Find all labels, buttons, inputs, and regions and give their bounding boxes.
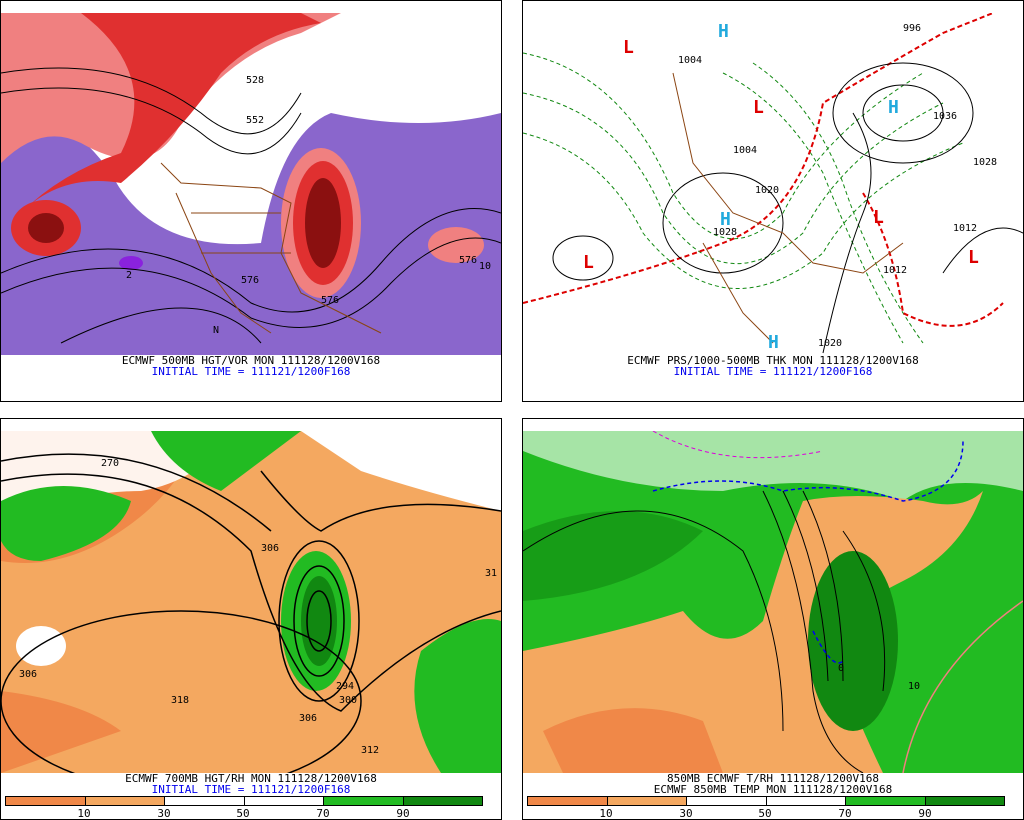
panel-caption: ECMWF 700MB HGT/RH MON 111128/1200V168 [125,772,377,785]
colorbar-tick: 50 [758,807,772,820]
isobar-label: 996 [903,23,921,34]
isobar-label: 1012 [883,265,907,276]
isobar-label: 1004 [733,145,757,156]
high-marker: H [720,209,731,230]
colorbar-tick: 70 [838,807,852,820]
contour-label: 294 [336,681,354,692]
high-marker: H [718,21,729,42]
temp-rh-850mb-map: 10 0 [523,431,1023,773]
contour-label: 31 [485,568,497,579]
colorbar-tick: 50 [236,807,250,820]
contour-label: 528 [246,75,264,86]
vorticity-map: 576 528 552 576 10 2 N 576 [1,13,501,355]
panel-caption: ECMWF 500MB HGT/VOR MON 111128/1200V168 [121,354,381,367]
pressure-map: L H L H L H L H L 996 1004 1020 1028 101… [523,13,1023,355]
contour-label: 318 [171,695,189,706]
colorbar-tick: 30 [157,807,171,820]
contour-label: 576 [321,295,339,306]
panel-caption: ECMWF PRS/1000-500MB THK MON 111128/1200… [627,354,919,367]
colorbar-tick: 30 [679,807,693,820]
colorbar-tick: 90 [396,807,410,820]
initial-time: INITIAL TIME = 111121/1200F168 [673,365,873,378]
colorbar-tick: 90 [918,807,932,820]
rh-700mb-map: 270 306 318 294 300 306 312 31 306 [1,431,501,773]
contour-label: 552 [246,115,264,126]
low-marker: L [873,207,884,228]
isobar-label: 1012 [953,223,977,234]
contour-label: 576 [459,255,477,266]
contour-label: 306 [261,543,279,554]
initial-time: INITIAL TIME = 111121/1200F168 [151,365,351,378]
isobar-label: 1004 [678,55,702,66]
contour-label: 576 [241,275,259,286]
low-marker: L [623,37,634,58]
panel-caption: 850MB ECMWF T/RH 111128/1200V168 [667,772,879,785]
colorbar-tick: 10 [599,807,613,820]
contour-label: 306 [19,669,37,680]
panel-500mb-vorticity: 576 528 552 576 10 2 N 576 ECMWF 500MB H… [0,0,502,402]
isotherm-label: 10 [908,681,920,692]
contour-label: 306 [299,713,317,724]
panel-850mb-temp-rh: 10 0 850MB ECMWF T/RH 111128/1200V168 EC… [522,418,1024,820]
isotherm-label: 0 [838,663,844,674]
contour-label: 300 [339,695,357,706]
rh-colorbar [527,796,1005,806]
low-marker: L [753,97,764,118]
isobar-label: 1020 [818,338,842,349]
panel-pressure-thickness: L H L H L H L H L 996 1004 1020 1028 101… [522,0,1024,402]
rh-colorbar [5,796,483,806]
isobar-label: 1020 [755,185,779,196]
isobar-label: 1028 [713,227,737,238]
high-marker: H [888,97,899,118]
contour-label: N [213,325,219,336]
contour-label: 312 [361,745,379,756]
low-marker: L [583,252,594,273]
panel-700mb-rh: 270 306 318 294 300 306 312 31 306 ECMWF… [0,418,502,820]
isobar-label: 1028 [973,157,997,168]
contour-label: 270 [101,458,119,469]
colorbar-tick: 10 [77,807,91,820]
panel-subcaption: ECMWF 850MB TEMP MON 111128/1200V168 [653,783,893,796]
colorbar-tick: 70 [316,807,330,820]
initial-time: INITIAL TIME = 111121/1200F168 [151,783,351,796]
low-marker: L [968,247,979,268]
isobar-label: 1036 [933,111,957,122]
contour-label: 2 [126,270,132,281]
contour-label: 10 [479,261,491,272]
high-marker: H [768,332,779,353]
